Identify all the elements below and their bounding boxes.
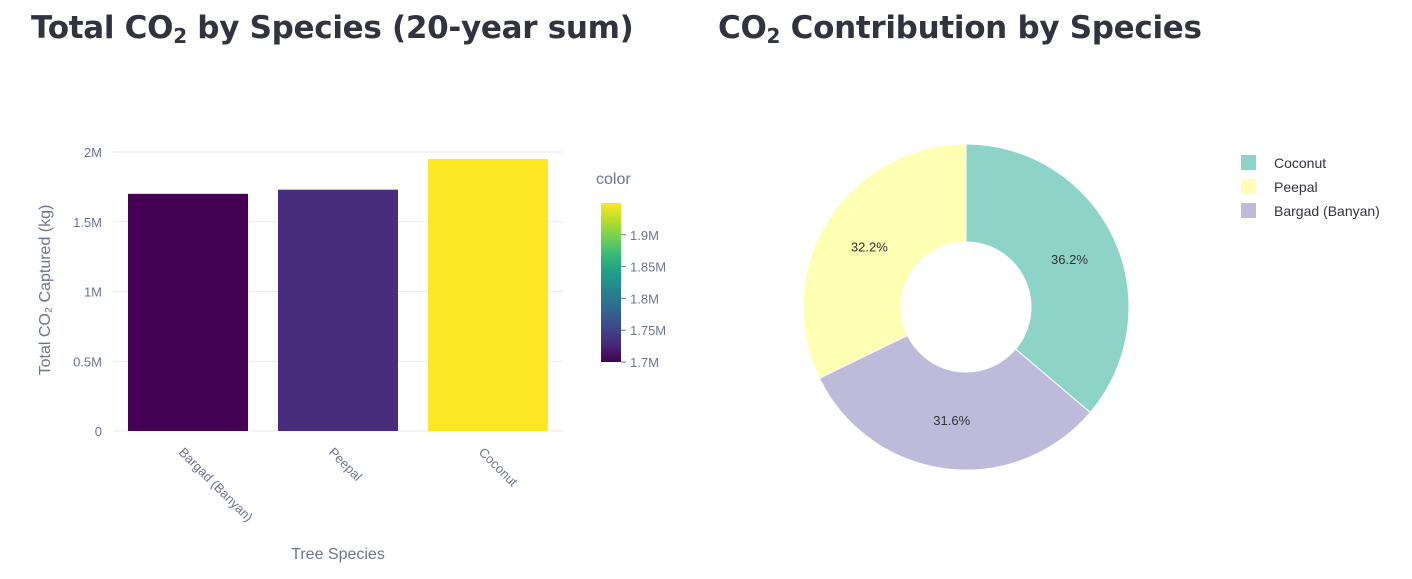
- bar: [428, 158, 548, 431]
- donut-slice: [818, 334, 1091, 471]
- colorbar-tick-label: 1.8M: [630, 291, 659, 306]
- colorbar-tick-label: 1.9M: [630, 228, 659, 243]
- legend-label: Peepal: [1274, 179, 1318, 195]
- bar: [128, 193, 248, 431]
- y-tick-label: 0.5M: [73, 354, 102, 369]
- donut-slice: [802, 143, 967, 379]
- slice-percent-label: 36.2%: [1051, 252, 1088, 267]
- y-tick-label: 1M: [84, 285, 102, 300]
- colorbar-tick-label: 1.85M: [630, 260, 666, 275]
- y-tick-label: 1.5M: [73, 215, 102, 230]
- colorbar: color 1.7M 1.75M 1.8M 1.85M 1.9M: [596, 171, 666, 370]
- colorbar-ticks: 1.7M 1.75M 1.8M 1.85M 1.9M: [621, 228, 666, 370]
- y-tick-label: 0: [95, 424, 102, 439]
- donut-slice-labels: 36.2% 31.6% 32.2%: [851, 240, 1088, 429]
- bar-marks: [128, 158, 548, 431]
- colorbar-tick-label: 1.7M: [630, 355, 659, 370]
- colorbar-title: color: [596, 171, 631, 188]
- bar: [278, 189, 398, 431]
- legend-swatch: [1241, 203, 1256, 218]
- legend-label: Coconut: [1274, 155, 1326, 171]
- donut-chart-title: CO2 Contribution by Species: [718, 10, 1202, 48]
- y-axis-ticks: 0 0.5M 1M 1.5M 2M: [73, 145, 102, 439]
- donut-legend: Coconut Peepal Bargad (Banyan): [1241, 155, 1380, 219]
- legend-swatch: [1241, 155, 1256, 170]
- bar-chart-title: Total CO2 by Species (20-year sum): [31, 10, 634, 48]
- legend-label: Bargad (Banyan): [1274, 203, 1380, 219]
- y-tick-label: 2M: [84, 145, 102, 160]
- colorbar-tick-label: 1.75M: [630, 323, 666, 338]
- x-axis-title: Tree Species: [291, 546, 385, 563]
- slice-percent-label: 32.2%: [851, 240, 888, 255]
- donut-slices: [802, 143, 1130, 471]
- slice-percent-label: 31.6%: [933, 413, 970, 428]
- legend-swatch: [1241, 179, 1256, 194]
- y-axis-title: Total CO₂ Captured (kg): [37, 205, 54, 376]
- donut-slice: [965, 143, 1130, 414]
- colorbar-gradient: [601, 203, 621, 362]
